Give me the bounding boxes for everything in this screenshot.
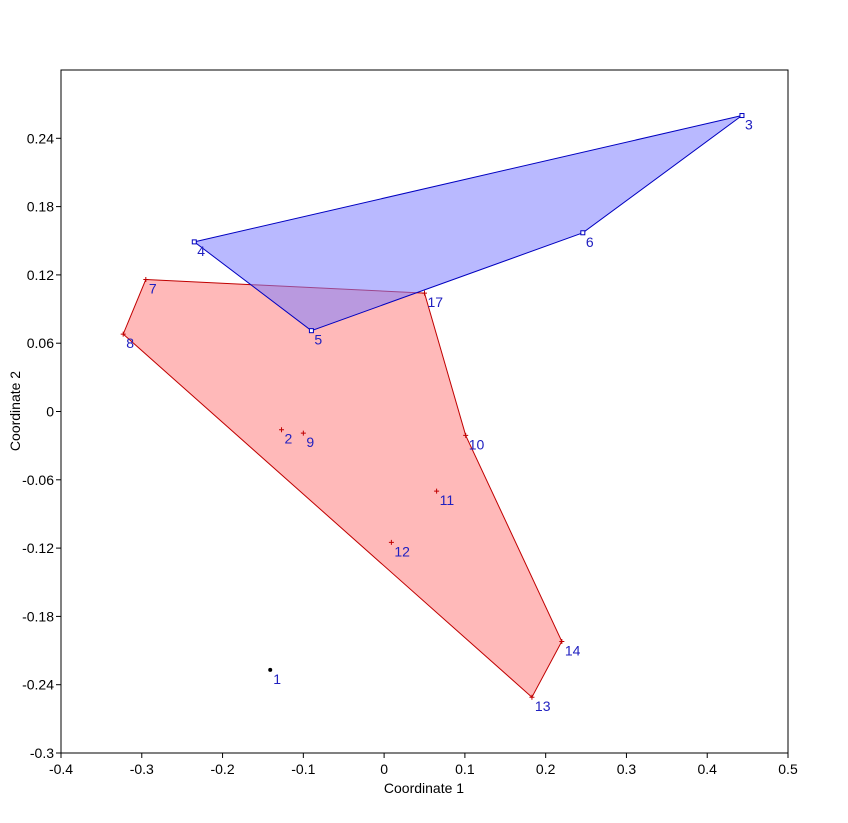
x-tick-label: 0.3 <box>617 761 637 777</box>
group-hull <box>193 115 743 332</box>
x-tick-label: -0.2 <box>210 761 234 777</box>
y-tick-label: -0.12 <box>22 540 54 556</box>
x-tick-label: -0.4 <box>49 761 73 777</box>
point-marker <box>580 230 586 236</box>
point-marker <box>559 638 565 644</box>
point-marker <box>529 694 535 700</box>
x-tick-label: 0.5 <box>778 761 798 777</box>
point-label: 8 <box>126 335 134 351</box>
point-marker <box>388 539 394 545</box>
point-label: 4 <box>197 243 205 259</box>
x-tick-label: 0.4 <box>697 761 717 777</box>
convex-hulls <box>122 115 743 698</box>
x-tick-label: 0 <box>380 761 388 777</box>
point-marker <box>191 239 197 245</box>
y-tick-label: 0.24 <box>27 130 54 146</box>
data-points: 2 7 8 9 10 11 12 13 14 17 3 4 5 6 1 <box>120 113 753 714</box>
point-label: 1 <box>273 671 281 687</box>
point-label: 13 <box>535 698 551 714</box>
point-label: 5 <box>314 332 322 348</box>
y-tick-label: 0.06 <box>27 335 54 351</box>
y-tick-label: -0.18 <box>22 608 54 624</box>
y-tick-label: -0.24 <box>22 677 54 693</box>
point-marker <box>268 667 273 672</box>
point-marker <box>739 113 745 119</box>
point-label: 2 <box>285 431 293 447</box>
point-marker <box>279 427 285 433</box>
point-label: 17 <box>428 294 444 310</box>
y-tick-label: 0.12 <box>27 267 54 283</box>
point-marker <box>308 328 314 334</box>
y-tick-label: -0.06 <box>22 472 54 488</box>
x-tick-label: 0.1 <box>455 761 475 777</box>
y-tick-label: -0.3 <box>30 745 54 761</box>
point-marker <box>143 276 149 282</box>
point-label: 14 <box>565 642 581 658</box>
y-axis: 0.24 0.18 0.12 0.06 0 -0.06 -0.12 -0.18 -0.24 -0.… <box>22 130 61 761</box>
point-marker <box>120 331 126 337</box>
x-axis-title: Coordinate 1 <box>384 780 464 796</box>
point-marker <box>434 488 440 494</box>
group-hull <box>122 278 563 698</box>
x-axis: -0.4 -0.3 -0.2 -0.1 0 0.1 0.2 0.3 0.4 0.5 <box>49 753 798 777</box>
point-marker <box>300 430 306 436</box>
point-label: 12 <box>394 543 410 559</box>
x-tick-label: -0.3 <box>130 761 154 777</box>
x-tick-label: -0.1 <box>291 761 315 777</box>
point-label: 9 <box>306 434 314 450</box>
point-label: 10 <box>469 436 485 452</box>
y-tick-label: 0.18 <box>27 199 54 215</box>
point-label: 3 <box>745 117 753 133</box>
x-tick-label: 0.2 <box>536 761 556 777</box>
point-marker <box>463 432 469 438</box>
point-marker <box>422 290 427 296</box>
y-axis-title: Coordinate 2 <box>7 371 23 451</box>
y-tick-label: 0 <box>46 404 54 420</box>
point-label: 11 <box>440 492 455 508</box>
point-label: 6 <box>586 234 594 250</box>
point-label: 7 <box>149 280 157 296</box>
